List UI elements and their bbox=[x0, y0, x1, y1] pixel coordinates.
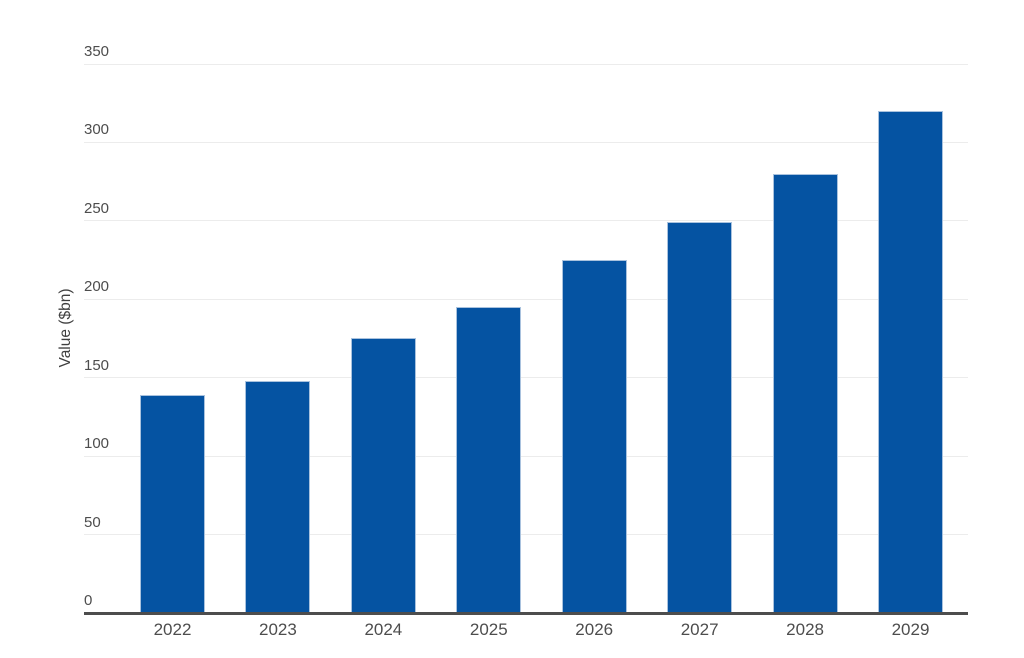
bar bbox=[140, 395, 205, 613]
y-tick-label: 0 bbox=[84, 592, 93, 609]
gridline bbox=[84, 534, 968, 536]
gridline bbox=[84, 141, 968, 143]
x-tick-label: 2028 bbox=[786, 620, 824, 639]
bar bbox=[561, 260, 627, 613]
y-tick-label: 300 bbox=[84, 121, 110, 139]
y-tick-label: 350 bbox=[84, 43, 110, 60]
gridline bbox=[84, 63, 968, 65]
gridline bbox=[84, 455, 968, 457]
gridline bbox=[84, 298, 968, 300]
bar bbox=[456, 307, 522, 613]
y-tick-label: 150 bbox=[84, 356, 110, 374]
x-tick-label: 2026 bbox=[575, 620, 614, 639]
x-tick-label: 2023 bbox=[259, 620, 297, 639]
x-tick-label: 2025 bbox=[469, 620, 508, 639]
bar bbox=[245, 381, 311, 613]
y-tick-label: 250 bbox=[84, 199, 110, 217]
x-axis-line bbox=[84, 612, 968, 615]
y-axis-title: Value ($bn) bbox=[57, 288, 74, 368]
bar bbox=[878, 111, 943, 613]
x-tick-label: 2029 bbox=[891, 620, 930, 639]
bar bbox=[667, 222, 733, 613]
x-tick-label: 2024 bbox=[364, 620, 403, 639]
bar bbox=[772, 174, 838, 613]
bar bbox=[350, 338, 416, 613]
x-tick-label: 2022 bbox=[153, 620, 192, 639]
y-tick-label: 200 bbox=[84, 278, 110, 296]
y-tick-label: 100 bbox=[84, 435, 110, 453]
x-tick-label: 2027 bbox=[680, 620, 719, 639]
y-tick-label: 50 bbox=[84, 513, 101, 531]
gridline bbox=[84, 377, 968, 379]
gridline bbox=[84, 220, 968, 222]
